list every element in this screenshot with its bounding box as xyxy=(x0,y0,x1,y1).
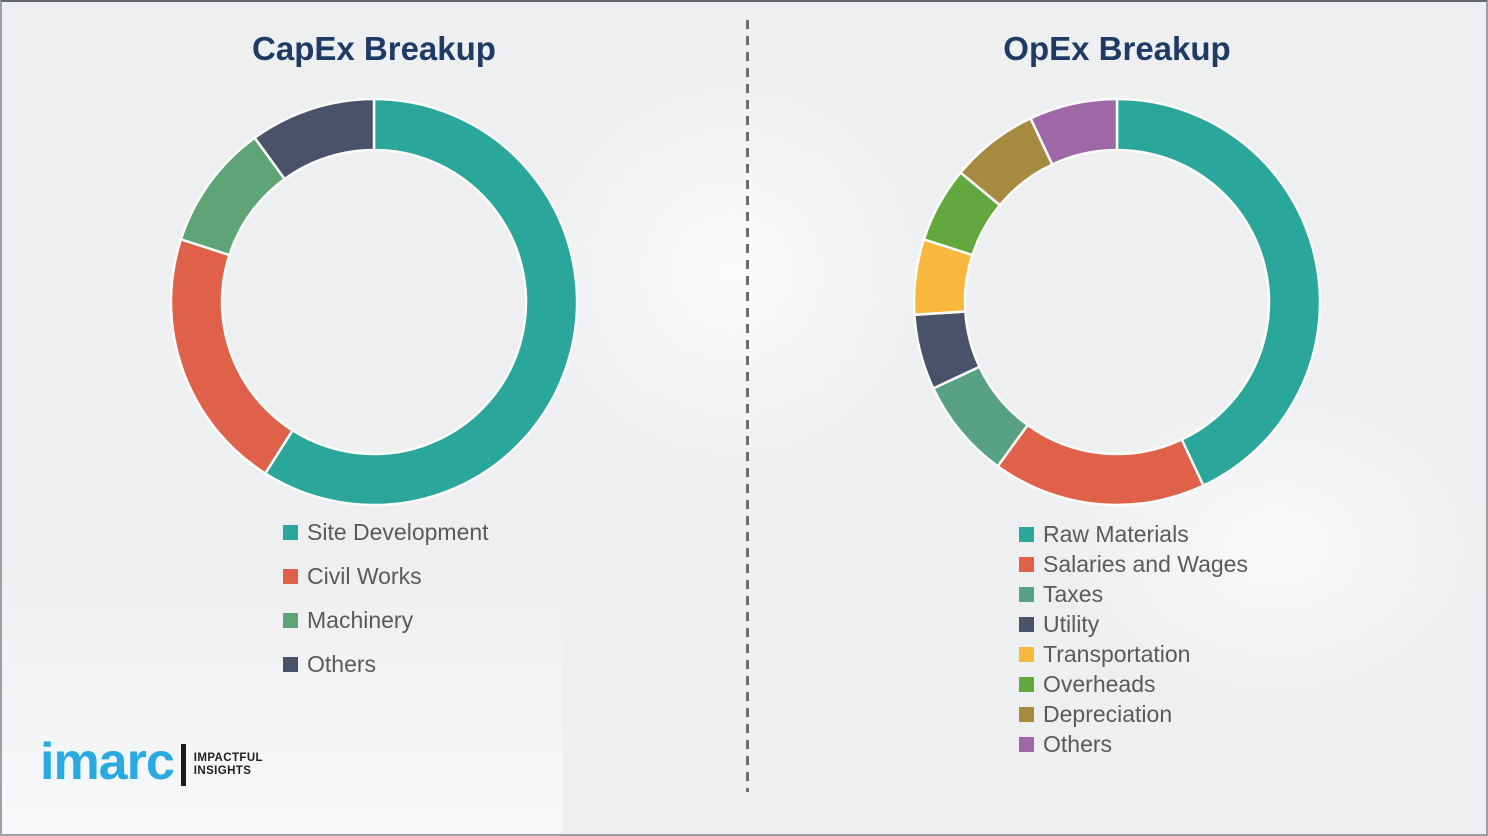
legend-label: Taxes xyxy=(1043,580,1104,607)
legend-item-overheads: Overheads xyxy=(1019,670,1248,697)
legend-item-others: Others xyxy=(1019,730,1248,757)
imarc-tagline-line1: IMPACTFUL xyxy=(193,751,263,764)
legend-label: Utility xyxy=(1043,610,1100,637)
legend-label: Machinery xyxy=(307,606,414,633)
legend-swatch xyxy=(283,612,298,628)
donut-slice-others xyxy=(252,97,376,181)
legend-item-site-development: Site Development xyxy=(283,518,489,545)
legend-swatch xyxy=(1019,526,1034,542)
imarc-logo-text: imarc xyxy=(40,732,175,791)
background-texture xyxy=(522,62,942,482)
legend-item-transportation: Transportation xyxy=(1019,640,1248,667)
capex-legend: Site Development Civil Works Machinery Othe… xyxy=(283,518,489,696)
donut-slice-civil-works xyxy=(169,237,295,476)
capex-chart-title: CapEx Breakup xyxy=(252,30,496,67)
legend-label: Raw Materials xyxy=(1043,520,1189,547)
legend-swatch xyxy=(1019,646,1034,662)
donut-slice-site-development xyxy=(263,97,579,507)
legend-item-machinery: Machinery xyxy=(283,606,489,633)
imarc-logo-tagline: IMPACTFUL INSIGHTS xyxy=(194,752,263,778)
legend-label: Site Development xyxy=(307,518,489,545)
legend-swatch xyxy=(1019,736,1034,752)
opex-legend: Raw Materials Salaries and Wages Taxes Util… xyxy=(1019,520,1248,762)
opex-donut-chart xyxy=(912,97,1322,507)
donut-slice-raw-materials xyxy=(1115,97,1322,488)
imarc-tagline-line2: INSIGHTS xyxy=(193,765,252,777)
donut-slice-others xyxy=(1028,97,1119,167)
legend-label: Transportation xyxy=(1043,640,1191,667)
capex-donut-chart xyxy=(169,97,579,507)
opex-chart-title: OpEx Breakup xyxy=(1003,30,1231,67)
legend-label: Overheads xyxy=(1043,670,1156,697)
legend-label: Others xyxy=(1043,730,1113,757)
legend-label: Others xyxy=(307,650,377,677)
legend-swatch xyxy=(1019,706,1034,722)
legend-label: Civil Works xyxy=(307,562,422,589)
panel-divider xyxy=(746,20,749,792)
donut-slice-salaries-and-wages xyxy=(995,423,1206,507)
legend-swatch xyxy=(283,656,298,672)
legend-swatch xyxy=(1019,616,1034,632)
legend-swatch xyxy=(1019,586,1034,602)
legend-item-civil-works: Civil Works xyxy=(283,562,489,589)
legend-swatch xyxy=(1019,676,1034,692)
imarc-logo-divider-bar xyxy=(180,744,186,786)
legend-item-utility: Utility xyxy=(1019,610,1248,637)
legend-item-salaries-and-wages: Salaries and Wages xyxy=(1019,550,1248,577)
legend-item-others: Others xyxy=(283,650,489,677)
legend-item-raw-materials: Raw Materials xyxy=(1019,520,1248,547)
legend-label: Depreciation xyxy=(1043,700,1173,727)
legend-swatch xyxy=(1019,556,1034,572)
legend-label: Salaries and Wages xyxy=(1043,550,1248,577)
legend-swatch xyxy=(283,524,298,540)
legend-swatch xyxy=(283,568,298,584)
legend-item-taxes: Taxes xyxy=(1019,580,1248,607)
imarc-logo: imarc IMPACTFUL INSIGHTS xyxy=(40,732,263,791)
legend-item-depreciation: Depreciation xyxy=(1019,700,1248,727)
